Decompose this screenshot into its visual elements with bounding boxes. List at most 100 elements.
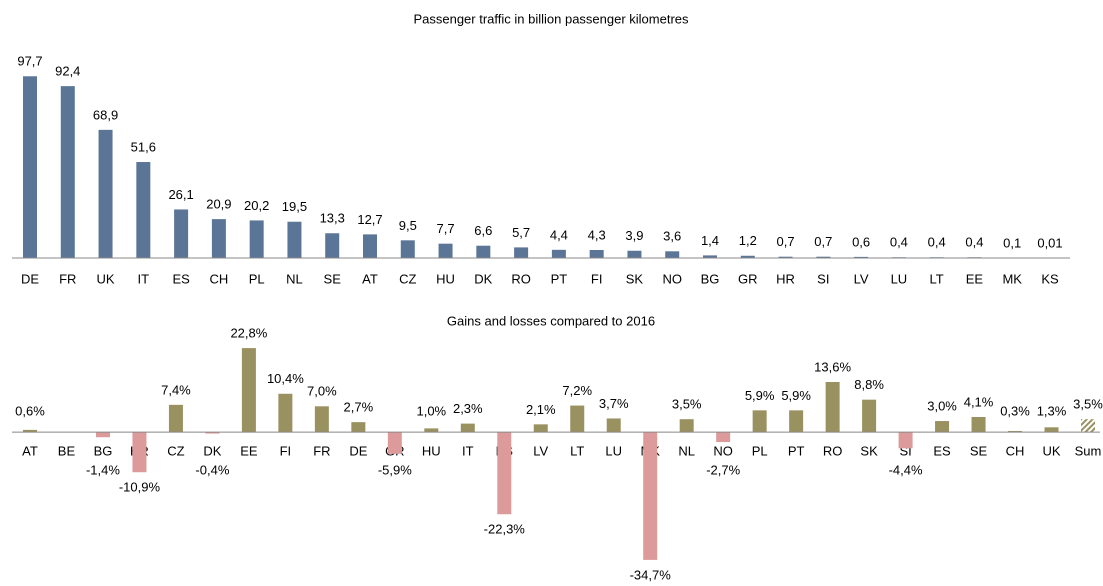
x-tick-label: NL: [678, 443, 695, 458]
x-tick-label: PT: [551, 271, 568, 286]
bar: [98, 129, 113, 258]
value-label: -5,9%: [378, 463, 412, 478]
x-tick-label: PL: [752, 443, 768, 458]
value-label: 0,6: [852, 234, 870, 249]
chart-title: Passenger traffic in billion passenger k…: [413, 11, 689, 26]
x-tick-label: PT: [788, 443, 805, 458]
bar: [278, 393, 293, 433]
bar: [136, 162, 151, 258]
bar: [205, 432, 220, 434]
bar: [533, 424, 548, 433]
bar: [606, 418, 621, 433]
x-tick-label: HU: [436, 271, 455, 286]
chart-title: Gains and losses compared to 2016: [447, 313, 655, 328]
bar: [740, 255, 755, 258]
x-tick-label: ES: [933, 443, 951, 458]
x-tick-label: NL: [286, 271, 303, 286]
x-tick-label: NO: [662, 271, 682, 286]
value-label: 0,7: [777, 234, 795, 249]
value-label: 5,7: [512, 225, 530, 240]
x-tick-label: FR: [313, 443, 330, 458]
value-label: 1,4: [701, 233, 719, 248]
x-tick-label: HR: [776, 271, 795, 286]
bar: [703, 255, 717, 258]
value-label: 68,9: [93, 107, 118, 122]
value-label: -10,9%: [119, 480, 161, 495]
x-tick-label: PL: [249, 271, 265, 286]
x-tick-label: ES: [172, 271, 190, 286]
bar: [23, 429, 37, 433]
bar: [95, 432, 110, 438]
bar: [643, 432, 658, 560]
value-label: 10,4%: [267, 371, 304, 386]
x-tick-label: BE: [58, 443, 76, 458]
value-label: 92,4: [55, 64, 80, 79]
value-label: 3,0%: [927, 398, 957, 413]
value-label: 3,5%: [1073, 397, 1103, 412]
bar: [570, 405, 585, 433]
value-label: 0,6%: [15, 404, 45, 419]
x-tick-label: CH: [1006, 443, 1025, 458]
value-label: 5,9%: [781, 388, 811, 403]
bar: [363, 234, 377, 258]
value-label: 26,1: [168, 187, 193, 202]
value-label: 8,8%: [854, 377, 884, 392]
x-tick-label: SE: [324, 271, 342, 286]
x-tick-label: LV: [854, 271, 869, 286]
x-tick-label: SK: [860, 443, 878, 458]
bar: [174, 209, 189, 258]
bar: [789, 410, 804, 433]
bar: [249, 220, 264, 258]
bar: [241, 348, 256, 433]
value-label: 20,9: [206, 197, 231, 212]
value-label: 3,7%: [599, 396, 629, 411]
value-label: 0,4: [890, 235, 908, 250]
x-tick-label: CH: [209, 271, 228, 286]
value-label: -34,7%: [630, 567, 672, 582]
bar: [1081, 419, 1095, 433]
value-label: 4,3: [588, 227, 606, 242]
value-label: 9,5: [399, 218, 417, 233]
x-tick-label: SK: [626, 271, 644, 286]
value-label: 2,1%: [526, 402, 556, 417]
x-tick-label: CZ: [399, 271, 416, 286]
value-label: 0,01: [1037, 235, 1062, 250]
bar: [387, 432, 402, 454]
value-label: 12,7: [357, 212, 382, 227]
value-label: 7,4%: [161, 382, 191, 397]
value-label: 3,6: [663, 229, 681, 244]
bar: [854, 256, 869, 258]
x-tick-label: KS: [1041, 271, 1059, 286]
x-tick-label: FI: [280, 443, 292, 458]
x-tick-label: EE: [240, 443, 258, 458]
x-tick-label: BG: [701, 271, 720, 286]
value-label: 4,1%: [964, 394, 994, 409]
value-label: 4,4: [550, 227, 568, 242]
bar: [1008, 430, 1023, 433]
value-label: 0,7: [814, 234, 832, 249]
x-tick-label: DK: [474, 271, 492, 286]
x-tick-label: Sum: [1075, 443, 1102, 458]
value-label: 0,3%: [1000, 404, 1030, 419]
x-tick-label: SE: [970, 443, 988, 458]
x-tick-label: NO: [713, 443, 733, 458]
bar: [424, 428, 439, 433]
bar: [497, 432, 512, 515]
value-label: 6,6: [474, 223, 492, 238]
x-tick-label: DE: [349, 443, 367, 458]
value-label: 19,5: [282, 199, 307, 214]
x-tick-label: AT: [362, 271, 378, 286]
x-tick-label: GR: [738, 271, 758, 286]
bar: [898, 432, 913, 449]
x-tick-label: LU: [891, 271, 908, 286]
x-tick-label: DE: [21, 271, 39, 286]
x-tick-label: SI: [817, 271, 829, 286]
bar: [314, 406, 329, 433]
bar: [400, 240, 415, 258]
value-label: -1,4%: [86, 463, 120, 478]
value-label: 0,1: [1003, 235, 1021, 250]
bar: [351, 422, 366, 433]
bar: [551, 249, 566, 258]
x-tick-label: HU: [422, 443, 441, 458]
